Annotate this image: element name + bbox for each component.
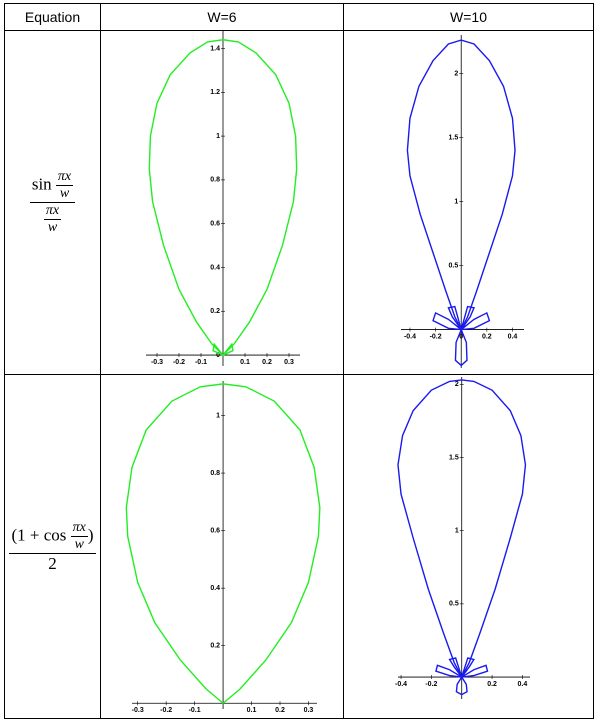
plot-cell (343, 374, 594, 719)
row: sin πx w πx w (4, 30, 594, 375)
function: sin (31, 174, 52, 194)
equation: sin πx w πx w (4, 30, 101, 375)
plot-cell (100, 30, 344, 375)
frac-num: πx (43, 203, 62, 221)
plot-cell (100, 374, 344, 719)
frac-num: πx (70, 520, 88, 537)
header-cell: W=10 (343, 3, 594, 31)
frac-num: πx (55, 169, 74, 186)
prefix: (1 + cos (11, 525, 67, 545)
frac-den: w (74, 536, 84, 552)
denominator: 2 (48, 553, 57, 573)
plot-cell (343, 30, 594, 375)
header-cell: Equation (4, 3, 101, 31)
suffix: ) (87, 525, 94, 545)
header-cell: W=6 (100, 3, 344, 31)
frac-den: w (47, 220, 58, 236)
equation: (1 + cos πx w) 2 (4, 374, 101, 719)
row: (1 + cos πx w) 2 (4, 374, 594, 719)
table: Equation W=6 W=10 sin πx w πx w (1 + cos π… (4, 3, 594, 719)
header-row: Equation W=6 W=10 (4, 3, 594, 31)
frac-den: w (59, 185, 70, 201)
